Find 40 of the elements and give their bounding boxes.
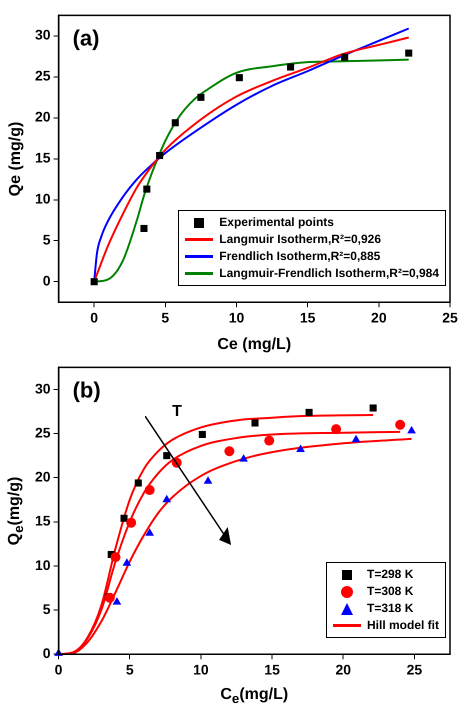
- legend-label: Frendlich Isotherm,R²=0,885: [219, 248, 380, 266]
- legend-label: T=298 K: [367, 566, 414, 584]
- x-axis-title: Ce (mg/L): [216, 336, 292, 354]
- legend-label: Hill model fit: [367, 617, 439, 634]
- y-tick-label: 10: [34, 556, 51, 573]
- x-tick-label: 0: [54, 661, 63, 678]
- x-tick-label: 25: [406, 661, 422, 678]
- annotation: (a): [72, 25, 100, 50]
- y-tick-label: 0: [42, 272, 51, 289]
- y-axis-title: Qe (mg/g): [7, 121, 25, 196]
- x-tick-label: 5: [126, 661, 134, 678]
- x-tick-label: 0: [90, 309, 98, 326]
- y-tick-label: 20: [34, 468, 51, 485]
- x-tick-label: 5: [161, 309, 170, 326]
- x-tick-label: 15: [264, 661, 280, 678]
- annotation: (b): [72, 377, 101, 402]
- legend-label: T=318 K: [367, 600, 414, 618]
- y-tick-label: 15: [34, 512, 51, 529]
- y-tick-label: 30: [34, 380, 51, 396]
- x-tick-label: 10: [228, 309, 244, 326]
- x-tick-label: 20: [335, 661, 352, 678]
- y-tick-label: 0: [42, 645, 51, 662]
- y-tick-label: 25: [34, 68, 51, 84]
- x-tick-label: 15: [300, 309, 316, 326]
- y-tick-label: 25: [34, 424, 51, 440]
- y-tick-label: 30: [34, 26, 51, 43]
- annotation: T: [172, 403, 182, 420]
- x-tick-label: 10: [193, 661, 209, 678]
- x-axis-title: C$_{e}$(mg/L): [219, 686, 290, 706]
- legend-label: T=308 K: [367, 583, 414, 600]
- legend-label: Langmuir-Frendlich Isotherm,R²=0,984: [219, 265, 439, 282]
- legend-label: Langmuir Isotherm,R²=0,926: [219, 231, 381, 248]
- legend-label: Experimental points: [219, 214, 334, 232]
- x-tick-label: 25: [442, 309, 458, 326]
- y-tick-label: 5: [42, 600, 51, 617]
- x-tick-label: 20: [371, 309, 387, 326]
- y-tick-label: 20: [34, 108, 51, 125]
- y-tick-label: 15: [34, 150, 51, 166]
- y-tick-label: 10: [34, 190, 51, 207]
- y-tick-label: 5: [42, 232, 51, 248]
